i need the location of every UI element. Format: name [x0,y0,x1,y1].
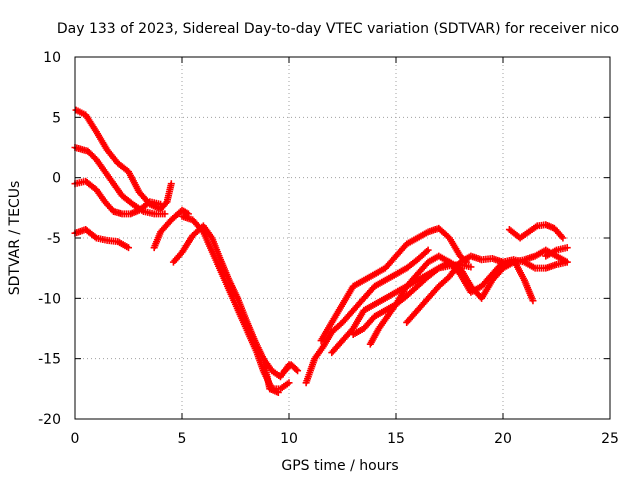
series-arc-l [366,252,537,348]
data-point-marker [125,244,132,252]
chart-title: Day 133 of 2023, Sidereal Day-to-day VTE… [57,21,619,37]
series-arc-h [302,246,432,387]
data-point-marker [529,297,537,305]
series-arc-f [169,222,293,381]
y-tick-label: -15 [38,352,61,368]
data-point-marker [285,379,293,387]
x-tick-label: 15 [387,431,405,447]
data-point-marker [167,180,175,188]
x-tick-label: 5 [178,431,187,447]
plot-frame [74,56,611,420]
data-point-marker [294,367,302,375]
x-tick-label: 10 [280,431,298,447]
x-tick-label: 0 [71,431,80,447]
y-tick-label: 0 [52,171,61,187]
data-point-marker [423,247,431,255]
data-point-marker [424,246,432,254]
series-arc-o [542,244,571,260]
series-arc-q [259,355,282,396]
x-axis-label: GPS time / hours [281,458,398,474]
y-tick-label: -5 [47,231,61,247]
data-points [71,106,571,396]
y-tick-label: -20 [38,412,61,428]
series-arc-a [72,106,175,213]
series-arc-j [328,261,475,357]
data-point-marker [274,388,282,396]
data-point-marker [161,210,169,218]
x-tick-label: 25 [601,431,619,447]
data-point-marker [198,226,206,234]
data-point-marker [91,233,99,241]
series-arc-g [178,212,293,393]
series-arc-p [281,361,302,375]
series-arc-n [505,221,567,242]
data-point-marker [559,234,567,242]
data-point-marker [563,258,571,266]
series-arc-b [71,144,169,218]
y-tick-label: 5 [52,110,61,126]
data-point-marker [563,244,571,252]
y-axis-label: SDTVAR / TECUs [7,181,23,296]
data-point-marker [467,263,475,271]
data-point-marker [157,200,165,208]
data-point-marker [292,366,300,374]
series-arc-d [71,226,132,252]
grid-lines [75,57,610,419]
series-arc-m [403,252,571,326]
y-tick-label: 10 [43,50,61,66]
x-tick-label: 20 [494,431,512,447]
y-tick-label: -10 [38,291,61,307]
